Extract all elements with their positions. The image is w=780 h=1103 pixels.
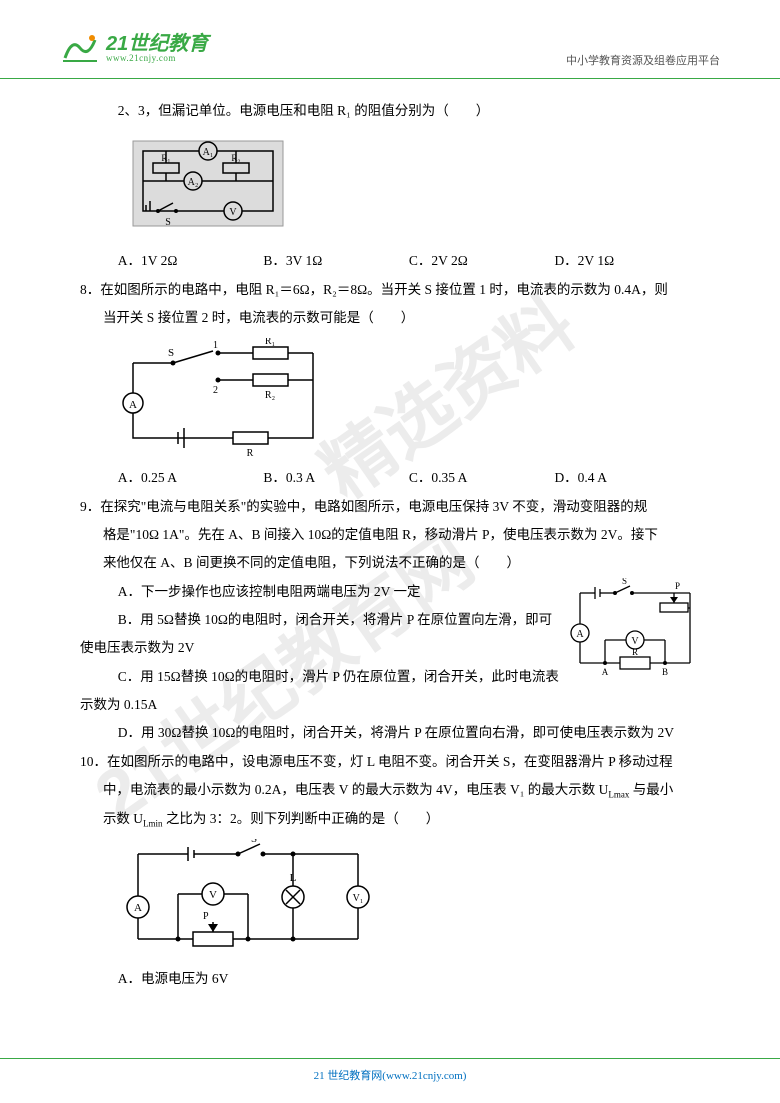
svg-text:P: P bbox=[203, 911, 209, 922]
q10-stem3-text: 示数 U bbox=[103, 811, 143, 826]
q9-stem3: 来他仅在 A、B 间更换不同的定值电阻，下列说法不正确的是（ ） bbox=[80, 549, 700, 577]
svg-text:R: R bbox=[246, 448, 253, 458]
svg-text:V₁: V₁ bbox=[352, 893, 363, 904]
svg-text:V: V bbox=[209, 889, 217, 901]
q8-stem1: 8．在如图所示的电路中，电阻 R₁＝6Ω，R₂＝8Ω。当开关 S 接位置 1 时… bbox=[80, 276, 700, 304]
svg-text:B: B bbox=[662, 667, 668, 677]
svg-text:R₁: R₁ bbox=[161, 153, 170, 163]
page-header: 21世纪教育 www.21cnjy.com 中小学教育资源及组卷应用平台 bbox=[0, 0, 780, 79]
q10-stem1: 10．在如图所示的电路中，设电源电压不变，灯 L 电阻不变。闭合开关 S，在变阻… bbox=[80, 748, 700, 776]
svg-text:A: A bbox=[602, 667, 609, 677]
circuit-figure-q8: A S 1 2 R₁ R₂ R bbox=[118, 338, 328, 458]
svg-text:V: V bbox=[229, 207, 237, 218]
circuit-figure-q10: S V₁ A P L V bbox=[118, 839, 378, 959]
q9-stem1: 9．在探究"电流与电阻关系"的实验中，电路如图所示，电源电压保持 3V 不变，滑… bbox=[80, 493, 700, 521]
q7-optD: D．2V 1Ω bbox=[554, 247, 700, 275]
svg-text:R₂: R₂ bbox=[231, 153, 240, 163]
q7-optA: A．1V 2Ω bbox=[118, 247, 264, 275]
logo: 21世纪教育 www.21cnjy.com bbox=[60, 28, 208, 68]
page-content: 2、3，但漏记单位。电源电压和电阻 R₁ 的阻值分别为（ ） A₁ A₂ R₁ … bbox=[0, 79, 780, 1004]
svg-text:2: 2 bbox=[213, 385, 218, 396]
q10-stem2-text: 中，电流表的最小示数为 0.2A，电压表 V 的最大示数为 4V，电压表 V₁ … bbox=[103, 782, 608, 797]
logo-icon bbox=[60, 28, 100, 68]
q7-optB: B．3V 1Ω bbox=[263, 247, 409, 275]
svg-text:V: V bbox=[631, 636, 639, 647]
logo-main-text: 21世纪教育 bbox=[106, 34, 208, 54]
page-footer: 21 世纪教育网(www.21cnjy.com) bbox=[0, 1058, 780, 1083]
q8-options: A．0.25 A B．0.3 A C．0.35 A D．0.4 A bbox=[80, 464, 700, 492]
svg-text:R₁: R₁ bbox=[265, 338, 275, 347]
svg-text:S: S bbox=[165, 217, 171, 228]
svg-text:P: P bbox=[675, 581, 680, 591]
svg-text:A: A bbox=[129, 399, 137, 411]
logo-sub-text: www.21cnjy.com bbox=[106, 54, 208, 63]
svg-text:S: S bbox=[168, 347, 174, 359]
svg-text:1: 1 bbox=[213, 340, 218, 351]
svg-text:A₁: A₁ bbox=[202, 147, 213, 158]
q10-stem3: 示数 ULmin 之比为 3：2。则下列判断中正确的是（ ） bbox=[80, 805, 700, 834]
q8-optA: A．0.25 A bbox=[118, 464, 264, 492]
q8-optB: B．0.3 A bbox=[263, 464, 409, 492]
q8-optC: C．0.35 A bbox=[409, 464, 555, 492]
q10-sub-lmax: Lmax bbox=[608, 790, 629, 800]
svg-text:R₂: R₂ bbox=[265, 390, 275, 401]
q7-optC: C．2V 2Ω bbox=[409, 247, 555, 275]
circuit-figure-q7: A₁ A₂ R₁ R₂ S V bbox=[118, 131, 298, 241]
q8-stem2: 当开关 S 接位置 2 时，电流表的示数可能是（ ） bbox=[80, 304, 700, 332]
q8-optD: D．0.4 A bbox=[554, 464, 700, 492]
q10-stem2: 中，电流表的最小示数为 0.2A，电压表 V 的最大示数为 4V，电压表 V₁ … bbox=[80, 776, 700, 805]
svg-text:S: S bbox=[622, 578, 627, 586]
q9-optC2: 示数为 0.15A bbox=[80, 691, 700, 719]
q10-stem3b: 之比为 3：2。则下列判断中正确的是（ ） bbox=[163, 811, 440, 826]
footer-text: 21 世纪教育网(www.21cnjy.com) bbox=[314, 1070, 467, 1082]
header-right-text: 中小学教育资源及组卷应用平台 bbox=[566, 52, 720, 68]
svg-text:A₂: A₂ bbox=[187, 177, 198, 188]
q10-sub-lmin: Lmin bbox=[143, 818, 163, 828]
q9-stem2: 格是"10Ω 1A"。先在 A、B 间接入 10Ω的定值电阻 R，移动滑片 P，… bbox=[80, 521, 700, 549]
q10-stem2b: 与最小 bbox=[629, 782, 673, 797]
q7-continuation: 2、3，但漏记单位。电源电压和电阻 R₁ 的阻值分别为（ ） bbox=[80, 97, 700, 125]
svg-text:A: A bbox=[134, 902, 142, 914]
svg-text:A: A bbox=[576, 629, 584, 640]
q7-options: A．1V 2Ω B．3V 1Ω C．2V 2Ω D．2V 1Ω bbox=[80, 247, 700, 275]
q9-optD: D．用 30Ω替换 10Ω的电阻时，闭合开关，将滑片 P 在原位置向右滑，即可使… bbox=[80, 719, 700, 747]
svg-text:S: S bbox=[251, 839, 257, 845]
q10-optA: A．电源电压为 6V bbox=[80, 965, 700, 993]
circuit-figure-q9: S P A A R B V bbox=[570, 578, 700, 678]
